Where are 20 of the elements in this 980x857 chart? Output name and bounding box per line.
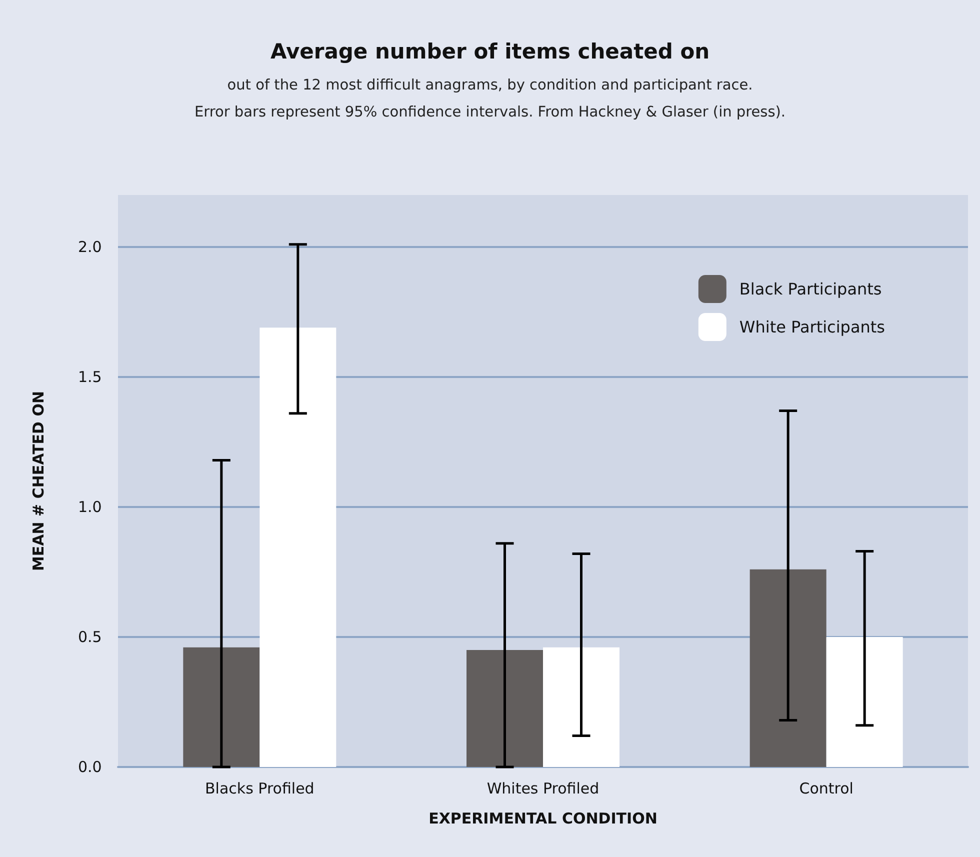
y-tick-label: 2.0 [78,238,102,256]
bar [466,650,543,767]
x-tick-label: Blacks Profiled [204,780,314,798]
y-tick-label: 0.0 [78,758,102,776]
bar [750,569,826,767]
bar [260,328,336,767]
y-tick-label: 1.5 [78,368,102,386]
chart-subtitle: out of the 12 most difficult anagrams, by condition and participant race. Error bars represent 95% confidence intervals. From Hackney & Glaser (in press). [194,78,786,120]
bar [543,647,620,767]
y-tick-label: 1.0 [78,498,102,516]
legend-label: Black Participants [739,280,882,298]
x-tick-label: Whites Profiled [486,780,600,798]
bar [826,637,903,767]
legend-label: White Participants [739,318,885,336]
chart-title: Average number of items cheated on [270,40,710,64]
x-axis-title: EXPERIMENTAL CONDITION [428,810,658,828]
bar [183,647,260,767]
y-tick-label: 0.5 [78,628,102,646]
x-tick-label: Control [799,780,854,798]
y-axis-title: MEAN # CHEATED ON [30,390,48,572]
